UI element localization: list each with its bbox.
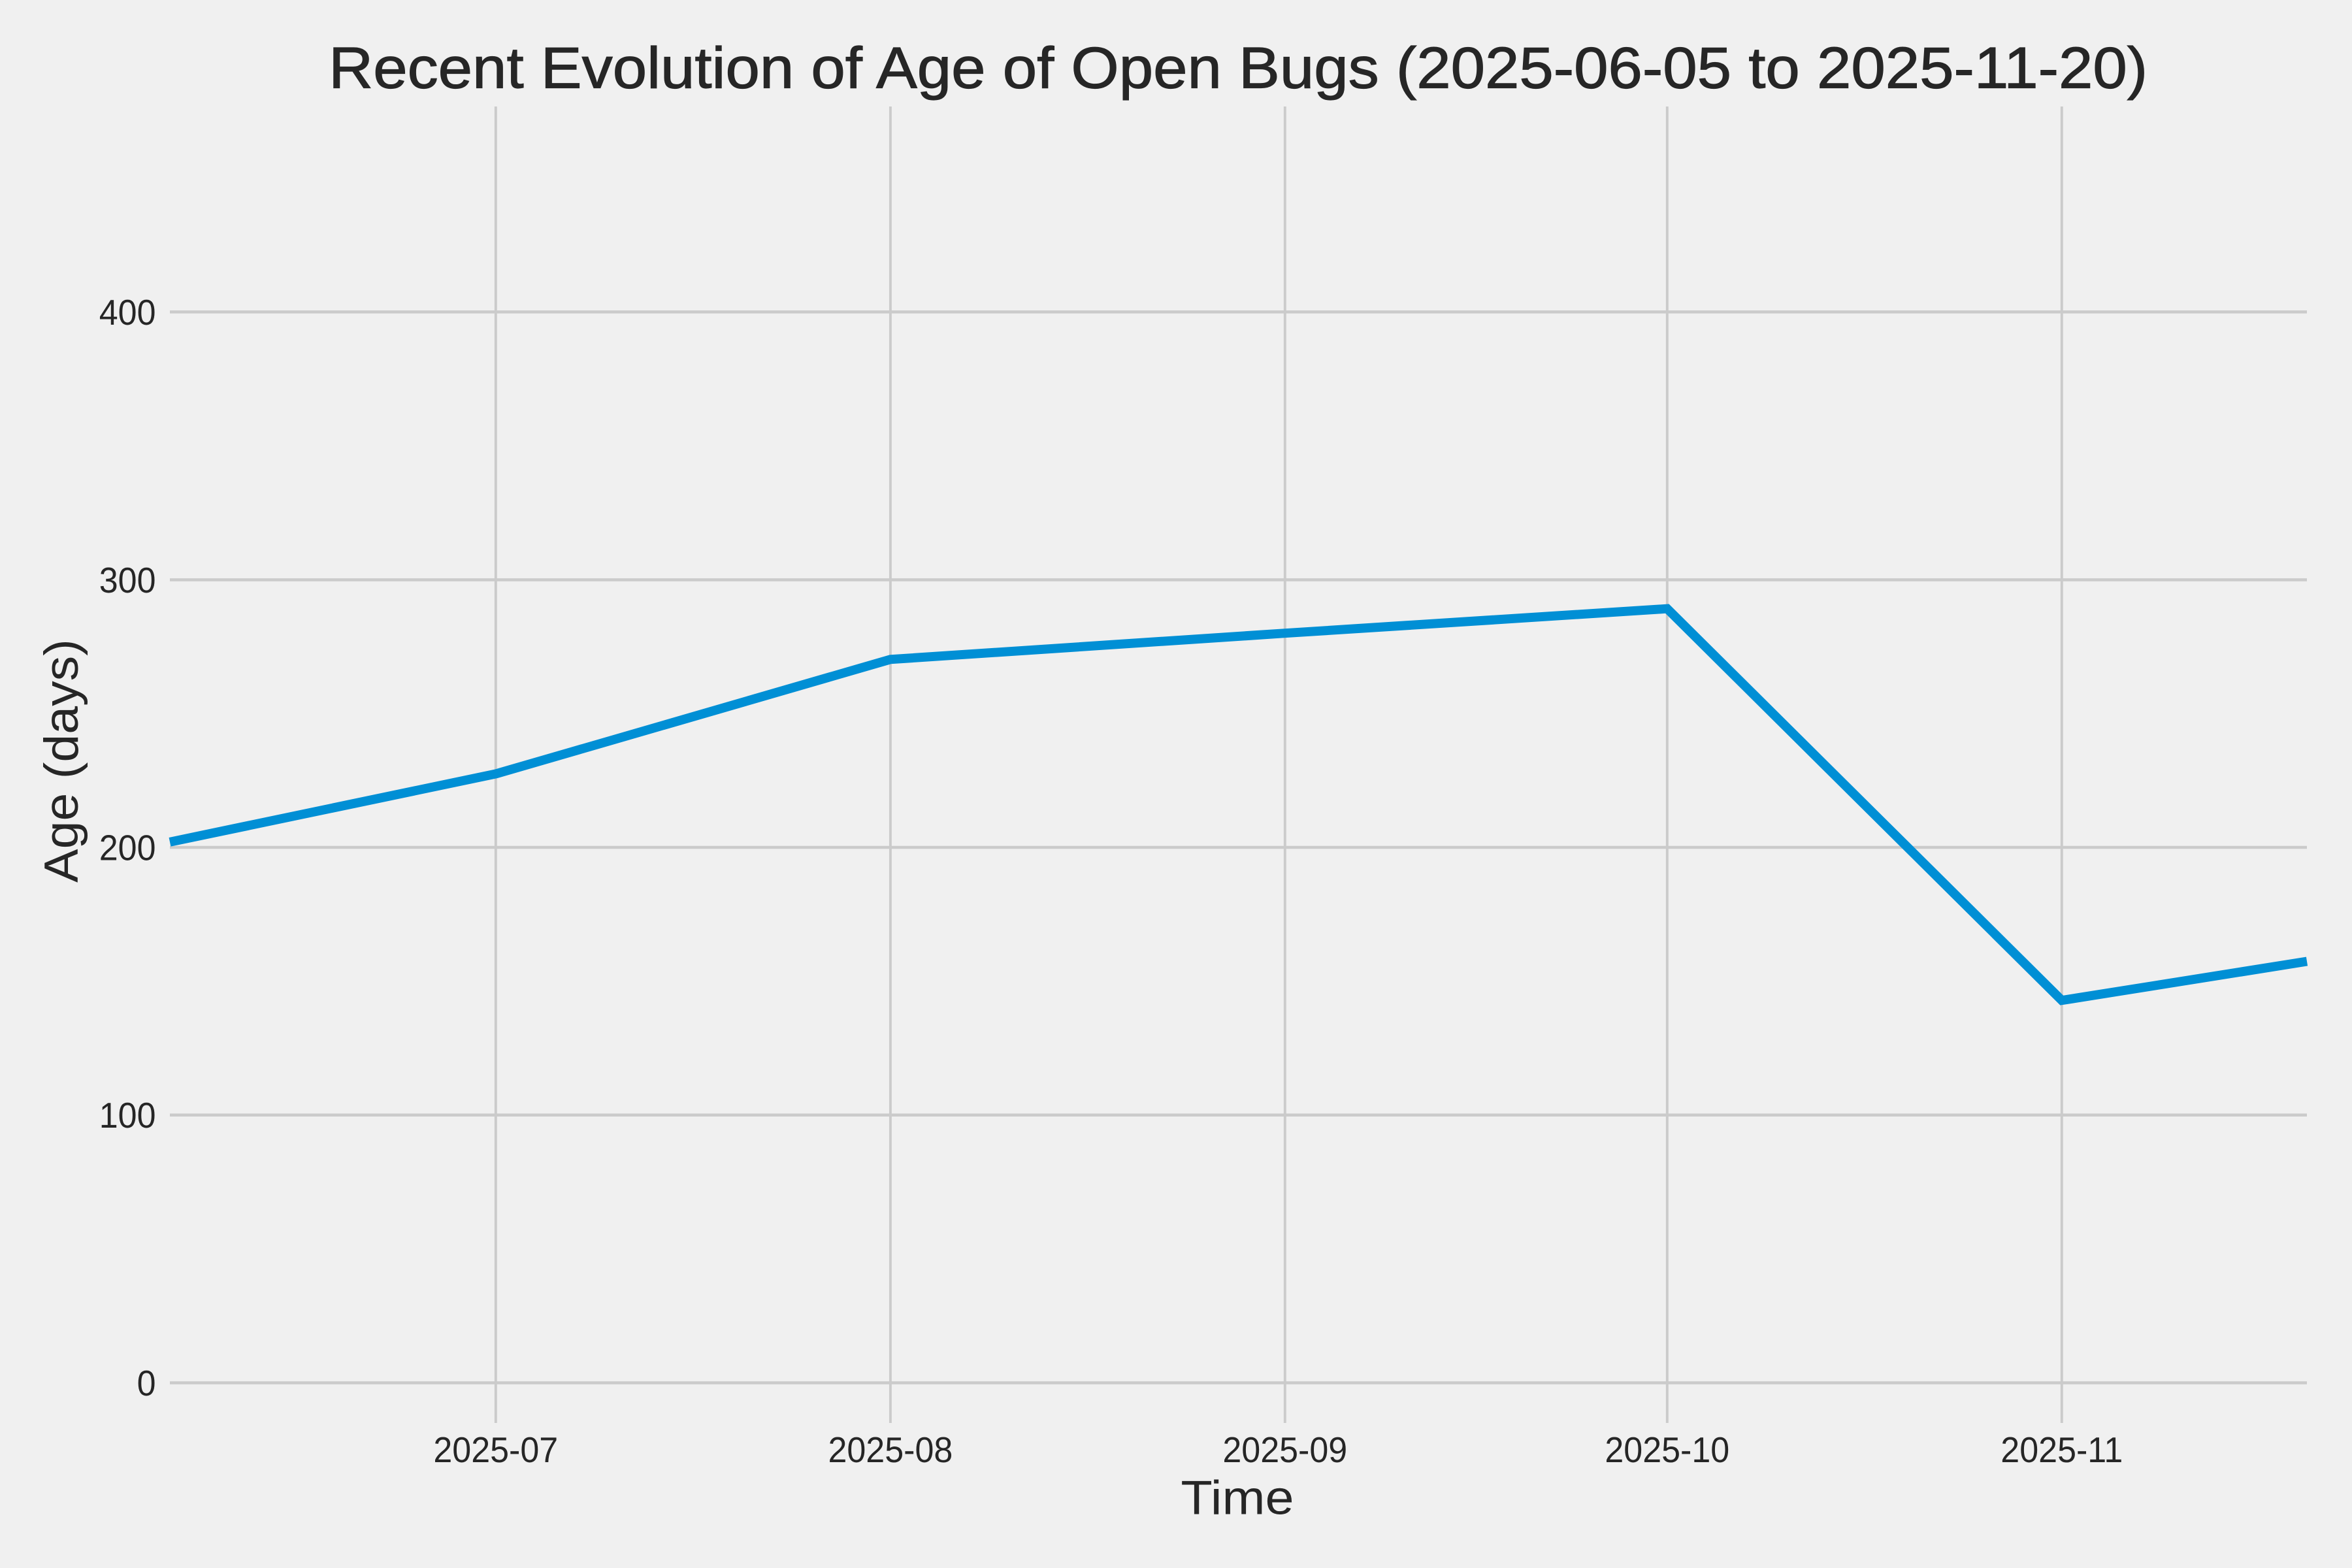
svg-text:0: 0 [137, 1364, 156, 1404]
svg-text:300: 300 [99, 561, 156, 601]
svg-text:400: 400 [99, 293, 156, 333]
svg-text:100: 100 [99, 1096, 156, 1136]
svg-text:2025-08: 2025-08 [828, 1431, 953, 1471]
svg-text:Age (days): Age (days) [35, 639, 88, 883]
svg-text:200: 200 [99, 828, 156, 868]
svg-text:2025-10: 2025-10 [1605, 1431, 1729, 1471]
svg-text:2025-11: 2025-11 [2001, 1431, 2123, 1471]
svg-text:Recent Evolution of Age of Ope: Recent Evolution of Age of Open Bugs (20… [329, 36, 2148, 101]
svg-text:2025-07: 2025-07 [433, 1431, 558, 1471]
svg-text:Time: Time [1181, 1471, 1294, 1525]
svg-text:2025-09: 2025-09 [1222, 1431, 1347, 1471]
